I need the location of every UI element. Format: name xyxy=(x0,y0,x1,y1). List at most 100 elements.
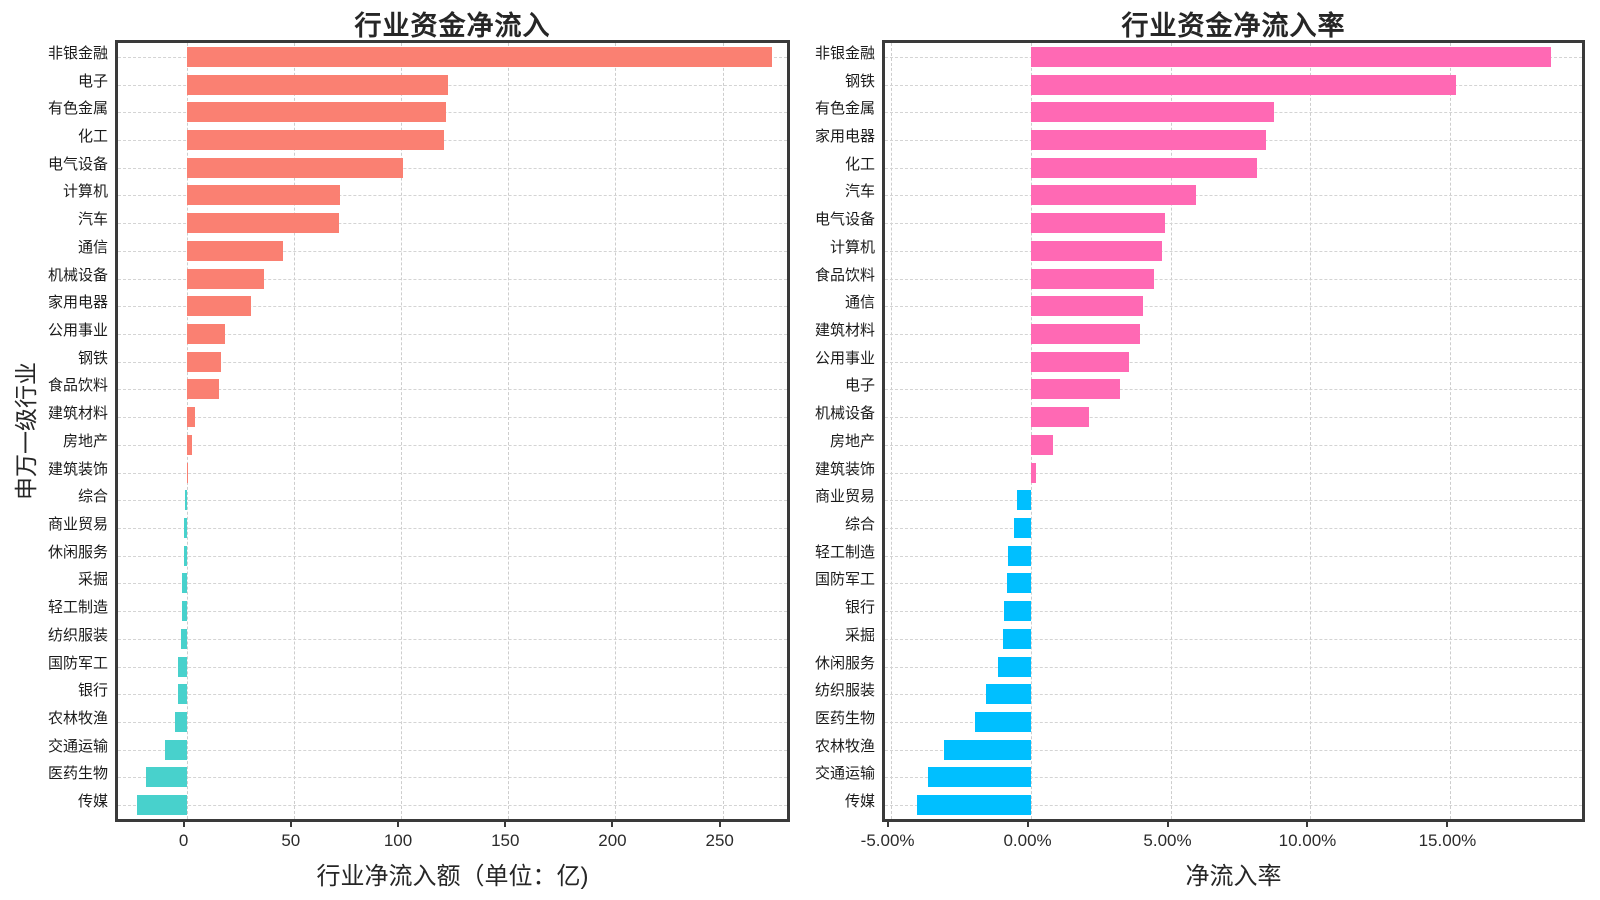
row-gridline xyxy=(118,195,787,197)
category-label: 银行 xyxy=(844,599,875,617)
category-label: 计算机 xyxy=(829,238,875,256)
bar-positive xyxy=(1030,379,1121,400)
category-label: 家用电器 xyxy=(814,128,875,145)
right-chart-title: 行业资金净流入率 xyxy=(1121,11,1346,41)
row-gridline xyxy=(885,555,1582,557)
right-chart-x-axis-ticks: -5.00% 0.00% 5.00% 10.00% 15.00% xyxy=(861,822,1585,862)
row-gridline xyxy=(885,278,1582,280)
category-label: 交通运输 xyxy=(47,737,108,755)
bar-positive xyxy=(186,351,221,372)
category-label: 计算机 xyxy=(62,183,108,201)
x-tick-mark xyxy=(718,822,721,827)
row-gridline xyxy=(118,555,787,557)
x-tick-mark xyxy=(1026,822,1029,827)
bar-positive xyxy=(186,379,219,400)
row-gridline xyxy=(885,666,1582,668)
row-gridline xyxy=(885,500,1582,502)
bar-positive xyxy=(1030,102,1275,123)
bar-positive xyxy=(1030,434,1053,455)
bar-negative xyxy=(181,601,187,622)
category-label: 通信 xyxy=(77,238,108,256)
vertical-gridline xyxy=(1170,43,1172,819)
bar-negative xyxy=(145,767,187,788)
bar-positive xyxy=(186,407,196,428)
bar-positive xyxy=(186,46,772,67)
category-label: 有色金属 xyxy=(814,100,875,118)
left-chart-plot-area xyxy=(115,40,790,822)
bar-negative xyxy=(1002,628,1031,649)
bar-negative xyxy=(1008,545,1031,566)
left-chart-x-axis-label: 行业净流入额（单位：亿) xyxy=(316,863,589,890)
row-gridline xyxy=(885,334,1582,335)
category-label: 采掘 xyxy=(844,626,875,644)
category-label: 建筑装饰 xyxy=(814,460,875,478)
row-gridline xyxy=(885,805,1582,807)
row-gridline xyxy=(885,777,1582,779)
category-label: 综合 xyxy=(77,488,108,506)
bar-positive xyxy=(186,324,226,344)
x-tick-label: 10.00% xyxy=(1278,831,1337,850)
row-gridline xyxy=(885,306,1582,308)
bar-negative xyxy=(1013,518,1031,538)
row-gridline xyxy=(118,805,787,807)
row-gridline xyxy=(885,583,1582,585)
row-gridline xyxy=(118,749,787,751)
bar-negative xyxy=(1006,573,1031,594)
category-label: 国防军工 xyxy=(814,571,875,589)
x-tick-mark xyxy=(289,822,292,827)
category-label: 公用事业 xyxy=(814,349,875,367)
bar-positive xyxy=(1030,351,1129,372)
row-gridline xyxy=(118,666,787,668)
bar-positive xyxy=(186,102,447,123)
right-chart-x-axis-label: 净流入率 xyxy=(1185,863,1282,890)
row-gridline xyxy=(118,694,787,696)
row-gridline xyxy=(885,389,1582,391)
bar-negative xyxy=(178,656,187,677)
bar-negative xyxy=(165,739,187,760)
bar-negative xyxy=(943,739,1031,760)
bar-positive xyxy=(186,268,264,289)
x-tick-label: 250 xyxy=(705,831,734,850)
category-label: 商业贸易 xyxy=(814,488,875,506)
row-gridline xyxy=(118,389,787,391)
row-gridline xyxy=(118,500,787,502)
bar-negative xyxy=(181,628,187,649)
x-tick-label: 150 xyxy=(491,831,520,850)
x-tick-mark xyxy=(504,822,507,827)
category-label: 商业贸易 xyxy=(47,516,108,533)
bar-positive xyxy=(1030,130,1266,150)
x-tick-mark xyxy=(1166,822,1169,827)
row-gridline xyxy=(118,167,787,169)
category-label: 采掘 xyxy=(77,571,108,589)
right-chart-category-labels: 非银金融 钢铁 有色金属 家用电器 化工 汽车 电气设备 计算机 食品饮料 通信 建筑材料 公用事业电… xyxy=(767,40,875,822)
bar-negative xyxy=(183,545,187,566)
bar-positive xyxy=(1030,296,1143,317)
vertical-gridline xyxy=(293,43,295,819)
row-gridline xyxy=(118,722,787,723)
bar-negative xyxy=(1016,490,1031,511)
row-gridline xyxy=(118,638,787,640)
row-gridline xyxy=(118,84,787,86)
category-label: 银行 xyxy=(77,682,108,700)
category-label: 电气设备 xyxy=(47,155,108,173)
row-gridline xyxy=(118,223,787,225)
bar-negative xyxy=(137,795,187,816)
row-gridline xyxy=(885,250,1582,252)
category-label: 建筑材料 xyxy=(47,405,108,423)
bar-positive xyxy=(1030,157,1258,178)
x-tick-label: 15.00% xyxy=(1418,831,1477,850)
bar-positive xyxy=(1030,240,1163,261)
category-label: 医药生物 xyxy=(814,710,875,727)
row-gridline xyxy=(118,306,787,308)
left-chart-x-axis-ticks: 0 50 100 150 200 250 xyxy=(115,822,790,862)
vertical-gridline xyxy=(1310,43,1312,819)
category-label: 交通运输 xyxy=(814,765,875,783)
row-gridline xyxy=(118,444,787,446)
bar-negative xyxy=(917,795,1031,816)
bar-positive xyxy=(1030,407,1090,428)
category-label: 纺织服装 xyxy=(47,626,108,644)
category-label: 钢铁 xyxy=(844,72,875,90)
vertical-gridline xyxy=(615,43,617,819)
bar-positive xyxy=(186,130,444,150)
